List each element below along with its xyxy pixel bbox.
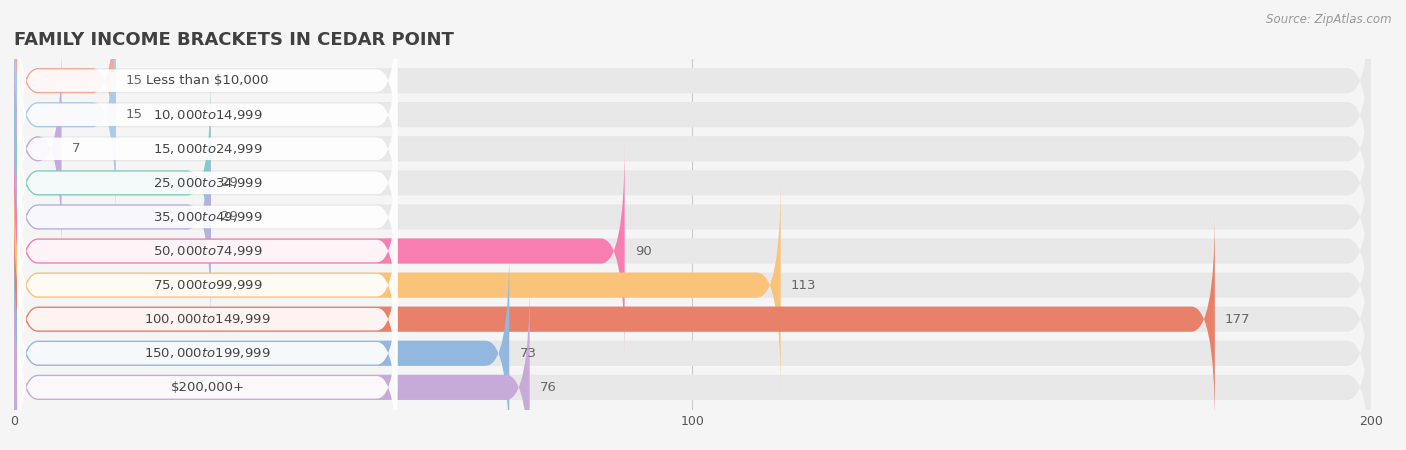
FancyBboxPatch shape (17, 92, 398, 274)
Text: 29: 29 (221, 211, 238, 224)
FancyBboxPatch shape (14, 42, 62, 256)
FancyBboxPatch shape (14, 76, 211, 289)
Text: $10,000 to $14,999: $10,000 to $14,999 (153, 108, 263, 122)
FancyBboxPatch shape (17, 194, 398, 376)
Text: 73: 73 (519, 347, 537, 360)
Text: 15: 15 (127, 108, 143, 121)
FancyBboxPatch shape (14, 8, 1371, 221)
Text: 76: 76 (540, 381, 557, 394)
FancyBboxPatch shape (14, 179, 1371, 392)
Text: $200,000+: $200,000+ (170, 381, 245, 394)
Text: 90: 90 (634, 244, 651, 257)
FancyBboxPatch shape (17, 160, 398, 342)
FancyBboxPatch shape (14, 42, 1371, 256)
Text: 113: 113 (790, 279, 817, 292)
FancyBboxPatch shape (17, 24, 398, 206)
FancyBboxPatch shape (14, 0, 1371, 187)
FancyBboxPatch shape (14, 247, 509, 450)
FancyBboxPatch shape (14, 281, 530, 450)
Text: $75,000 to $99,999: $75,000 to $99,999 (153, 278, 263, 292)
FancyBboxPatch shape (17, 228, 398, 410)
FancyBboxPatch shape (14, 110, 1371, 324)
Text: $150,000 to $199,999: $150,000 to $199,999 (145, 346, 271, 360)
Text: 177: 177 (1225, 313, 1250, 326)
FancyBboxPatch shape (17, 0, 398, 171)
Text: $25,000 to $34,999: $25,000 to $34,999 (153, 176, 263, 190)
FancyBboxPatch shape (14, 76, 1371, 289)
FancyBboxPatch shape (14, 281, 1371, 450)
Text: 15: 15 (127, 74, 143, 87)
Text: $100,000 to $149,999: $100,000 to $149,999 (145, 312, 271, 326)
FancyBboxPatch shape (14, 212, 1371, 426)
FancyBboxPatch shape (14, 0, 115, 187)
Text: $35,000 to $49,999: $35,000 to $49,999 (153, 210, 263, 224)
Text: Source: ZipAtlas.com: Source: ZipAtlas.com (1267, 14, 1392, 27)
FancyBboxPatch shape (14, 247, 1371, 450)
FancyBboxPatch shape (17, 262, 398, 444)
FancyBboxPatch shape (14, 179, 780, 392)
Text: 7: 7 (72, 142, 80, 155)
FancyBboxPatch shape (14, 110, 211, 324)
Text: $15,000 to $24,999: $15,000 to $24,999 (153, 142, 263, 156)
FancyBboxPatch shape (14, 144, 624, 358)
Text: FAMILY INCOME BRACKETS IN CEDAR POINT: FAMILY INCOME BRACKETS IN CEDAR POINT (14, 31, 454, 49)
Text: $50,000 to $74,999: $50,000 to $74,999 (153, 244, 263, 258)
FancyBboxPatch shape (17, 297, 398, 450)
FancyBboxPatch shape (17, 58, 398, 240)
FancyBboxPatch shape (14, 212, 1215, 426)
FancyBboxPatch shape (14, 8, 115, 221)
Text: 29: 29 (221, 176, 238, 189)
FancyBboxPatch shape (17, 126, 398, 308)
FancyBboxPatch shape (14, 144, 1371, 358)
Text: Less than $10,000: Less than $10,000 (146, 74, 269, 87)
